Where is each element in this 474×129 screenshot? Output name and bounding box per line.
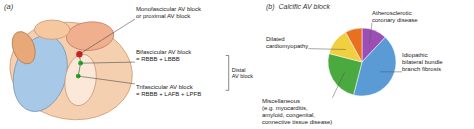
annotation: Monofascicular AV blockor proximal AV bl… [136, 6, 202, 19]
annotation-line: AV block [232, 73, 254, 79]
annotation-line: Bifascicular AV block [136, 49, 192, 55]
left-atrium [34, 20, 70, 39]
aorta [8, 28, 40, 67]
slice-label-line: Miscellaneous [262, 98, 300, 104]
annotation-line: Distal [232, 67, 246, 73]
pie-slice [346, 28, 362, 62]
distal-bracket [226, 55, 229, 90]
panel-label-line: (a) [4, 2, 14, 11]
label-leader [308, 48, 346, 50]
figure: (a) Monofascicular AV blockor proximal AV… [0, 0, 474, 129]
chart-title-line: (b) Calcific AV block [266, 3, 330, 11]
annotation-leader [81, 62, 135, 63]
slice-label: Idiopathicbilateral bundlebranch fibrosi… [402, 52, 443, 72]
label-leader [380, 71, 402, 72]
slice-label: Atheroscleroticcoronary disease [372, 10, 418, 23]
annotation-leader [78, 76, 135, 84]
slice-label-line: branch fibrosis [402, 66, 441, 72]
pie-panel: (b) Calcific AV blockAtheroscleroticcoro… [262, 3, 443, 125]
slice-label-line: cardiomyopathy [266, 43, 308, 49]
slice-label-line: (e.g. myocarditis, [262, 105, 308, 111]
annotation-line: Monofascicular AV block [136, 6, 202, 12]
slice-labels: Atheroscleroticcoronary disease Idiopathi… [262, 10, 443, 125]
annotation-line: = RBBB + LAFB + LPFB [136, 91, 201, 97]
slice-label-line: amyloid, congenital, [262, 112, 315, 118]
slice-label: Miscellaneous(e.g. myocarditis,amyloid, … [262, 98, 332, 125]
chart-title: (b) Calcific AV block [266, 3, 330, 11]
label-leader [332, 72, 344, 97]
heart-panel: (a) Monofascicular AV blockor proximal AV… [2, 2, 253, 129]
slice-label: Dilatedcardiomyopathy [266, 36, 308, 49]
slice-label-line: Idiopathic [402, 52, 428, 58]
heart-diagram [2, 13, 140, 129]
slice-label-line: Dilated [266, 36, 285, 42]
annotation: Bifascicular AV block= RBBB + LBBB [136, 49, 192, 62]
annotation-line: = RBBB + LBBB [136, 56, 180, 62]
slice-label-line: connective tissue disease) [262, 119, 332, 125]
annotation-line: Trifascicular AV block [136, 84, 194, 90]
cavity [62, 52, 100, 107]
heart-body [2, 13, 140, 129]
annotation-line: or proximal AV block [136, 13, 191, 19]
slice-label-line: coronary disease [372, 17, 418, 23]
leaders [308, 23, 402, 98]
label-leader [370, 23, 372, 43]
slice-label-line: Atherosclerotic [372, 10, 412, 16]
annotation: Trifascicular AV block= RBBB + LAFB + LP… [136, 84, 201, 97]
annotation-leader [79, 19, 135, 54]
slice-label-line: bilateral bundle [402, 59, 443, 65]
panel-label: (a) [4, 2, 14, 11]
annotation: DistalAV block [232, 67, 254, 79]
